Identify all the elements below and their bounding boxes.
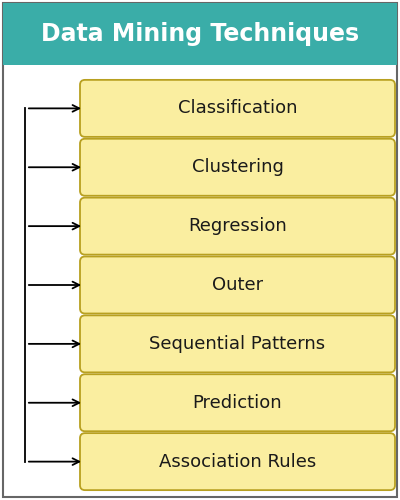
Text: Association Rules: Association Rules (159, 452, 316, 470)
FancyBboxPatch shape (80, 198, 395, 254)
FancyBboxPatch shape (3, 3, 397, 497)
FancyBboxPatch shape (3, 3, 397, 65)
Text: Data Mining Techniques: Data Mining Techniques (41, 22, 359, 46)
FancyBboxPatch shape (80, 316, 395, 372)
FancyBboxPatch shape (80, 374, 395, 431)
FancyBboxPatch shape (80, 138, 395, 196)
Text: Regression: Regression (188, 217, 287, 235)
FancyBboxPatch shape (80, 80, 395, 137)
Text: Outer: Outer (212, 276, 263, 294)
FancyBboxPatch shape (80, 256, 395, 314)
Text: Clustering: Clustering (192, 158, 284, 176)
Text: Prediction: Prediction (193, 394, 282, 412)
Text: Classification: Classification (178, 100, 297, 117)
Text: Sequential Patterns: Sequential Patterns (150, 335, 326, 353)
FancyBboxPatch shape (80, 433, 395, 490)
